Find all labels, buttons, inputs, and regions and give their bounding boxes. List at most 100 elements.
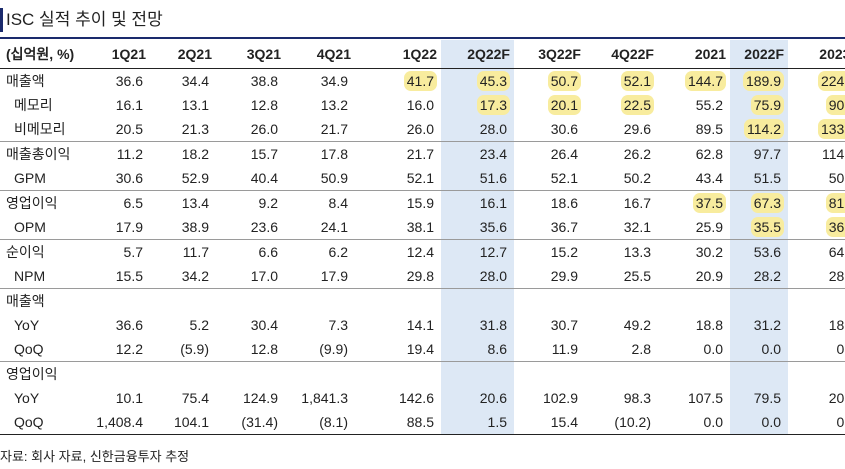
table-cell: 88.5 [355,410,441,435]
table-cell: 15.9 [355,190,441,215]
cell-value: 15.5 [115,268,143,284]
header-row: (십억원, %) 1Q21 2Q21 3Q21 4Q21 1Q22 2Q22F 3Q22F 4Q… [0,40,845,69]
header-period: 2022F [730,40,788,69]
cell-value: (9.9) [319,341,348,357]
table-cell: 38.1 [355,215,441,240]
table-cell [730,361,788,386]
table-cell: 81.4 [788,190,845,215]
table-cell: 114.2 [788,141,845,166]
financial-table: (십억원, %) 1Q21 2Q21 3Q21 4Q21 1Q22 2Q22F 3Q22F 4Q… [0,40,845,435]
cell-value: 21.7 [320,121,348,137]
table-title: ISC 실적 추이 및 전망 [6,10,163,29]
cell-value: 26.0 [406,121,434,137]
table-cell: 17.9 [88,215,150,240]
table-cell: 7.3 [285,313,355,337]
cell-value: 51.6 [479,170,507,186]
cell-value: 5.2 [189,317,209,333]
table-row: YoY 36.6 5.2 30.4 7.3 14.1 31.8 30.7 49.2 18.8 31.… [0,313,845,337]
table-cell [788,361,845,386]
table-cell: 26.0 [355,117,441,142]
table-cell: 8.6 [441,337,514,362]
cell-value: 29.9 [550,268,578,284]
cell-value: 17.0 [250,268,278,284]
table-row: 매출액 [0,288,845,313]
table-cell: 16.1 [441,190,514,215]
table-cell: 98.3 [585,386,658,410]
table-row: GPM 30.6 52.9 40.4 50.9 52.1 51.6 52.1 50.2 43.4 5… [0,166,845,191]
cell-value: 52.1 [620,71,654,91]
table-row: 매출액 36.6 34.4 38.8 34.9 41.7 45.3 50.7 52.1 144.7… [0,68,845,94]
cell-value: 0.0 [836,414,845,430]
row-label: 비메모리 [14,121,66,137]
table-cell: 31.8 [441,313,514,337]
table-cell: 50.2 [585,166,658,191]
table-cell: 32.1 [585,215,658,240]
cell-value: 43.4 [695,170,723,186]
cell-value: 28.0 [479,121,507,137]
table-cell [88,288,150,313]
cell-value: 81.4 [825,193,845,213]
cell-value: 30.6 [115,170,143,186]
table-cell: 17.3 [441,93,514,117]
cell-value: 8.6 [487,341,507,357]
table-cell: 25.5 [585,264,658,289]
cell-value: 16.1 [115,97,143,113]
cell-value: 37.5 [692,193,726,213]
cell-value: 0.0 [761,341,781,357]
table-cell: 15.4 [514,410,585,435]
table-cell [285,288,355,313]
cell-value: 17.8 [320,146,348,162]
cell-value: 26.0 [250,121,278,137]
cell-value: 11.7 [182,244,209,260]
table-cell: 5.7 [88,239,150,264]
cell-value: 29.8 [406,268,434,284]
table-body: 매출액 36.6 34.4 38.8 34.9 41.7 45.3 50.7 52.1 144.7… [0,68,845,435]
table-cell: 36.6 [88,69,150,94]
cell-value: 16.0 [406,97,434,113]
cell-value: 23.6 [250,219,278,235]
cell-value: 0.0 [836,341,845,357]
table-cell: 144.7 [658,69,730,94]
table-cell: 26.4 [514,141,585,166]
cell-value: 2.8 [631,341,651,357]
table-cell: 22.5 [585,93,658,117]
table-cell: 25.9 [658,215,730,240]
cell-value: 12.8 [250,97,278,113]
cell-value: 28.0 [479,268,507,284]
cell-value: 16.7 [623,195,651,211]
table-cell: 15.5 [88,264,150,289]
cell-value: 36.6 [115,73,143,89]
table-cell: 0.0 [730,410,788,435]
table-cell: 53.6 [730,239,788,264]
table-cell: 16.7 [585,190,658,215]
cell-value: 10.1 [115,390,143,406]
table-cell: 30.6 [88,166,150,191]
cell-value: 21.7 [406,146,434,162]
cell-value: 32.1 [623,219,651,235]
header-period: 2023F [788,40,845,69]
table-row: 비메모리 20.5 21.3 26.0 21.7 26.0 28.0 30.6 29.6 89.5… [0,117,845,142]
header-unit: (십억원, %) [0,40,88,69]
table-cell: 16.1 [88,93,150,117]
table-cell: 97.7 [730,141,788,166]
row-label: GPM [14,170,46,186]
table-cell: 1.5 [441,410,514,435]
table-cell: 51.5 [730,166,788,191]
table-cell: 29.9 [514,264,585,289]
cell-value: 38.8 [250,73,278,89]
table-cell [441,361,514,386]
cell-value: 16.1 [479,195,507,211]
table-cell: 102.9 [514,386,585,410]
row-label: QoQ [0,410,88,435]
table-cell: 9.2 [216,190,285,215]
table-cell: 21.7 [355,141,441,166]
cell-value: 1.5 [487,414,507,430]
table-cell: 224.7 [788,69,845,94]
cell-value: 17.9 [320,268,348,284]
cell-value: 14.1 [406,317,434,333]
table-cell: 30.4 [216,313,285,337]
table-cell: 6.6 [216,239,285,264]
table-cell: 38.9 [150,215,216,240]
table-cell: 37.5 [658,190,730,215]
cell-value: 6.5 [123,195,143,211]
